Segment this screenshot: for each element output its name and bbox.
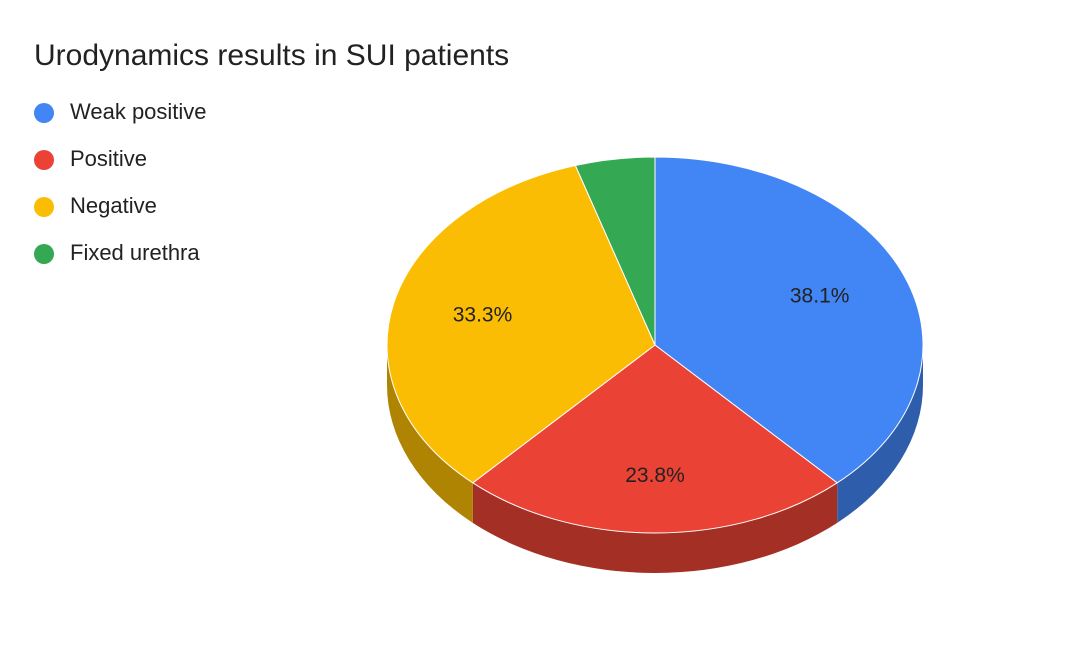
slice: [471, 344, 839, 534]
slice-side: [472, 482, 838, 573]
legend-marker: [34, 244, 54, 264]
chart-title: Urodynamics results in SUI patients: [34, 39, 509, 72]
legend-marker: [34, 150, 54, 170]
legend-label: Weak positive: [70, 99, 207, 124]
slice: [654, 156, 924, 484]
slice: [386, 164, 656, 484]
legend-marker: [34, 197, 54, 217]
legend-marker: [34, 103, 54, 123]
legend-label: Negative: [70, 193, 157, 218]
slice-side: [837, 345, 923, 523]
data-label: 23.8%: [625, 464, 685, 487]
slice-side: [387, 345, 473, 523]
legend-label: Positive: [70, 146, 147, 171]
data-label: 38.1%: [790, 284, 850, 307]
data-label: 33.3%: [453, 303, 513, 326]
slice: [574, 156, 656, 346]
legend-label: Fixed urethra: [70, 240, 200, 265]
